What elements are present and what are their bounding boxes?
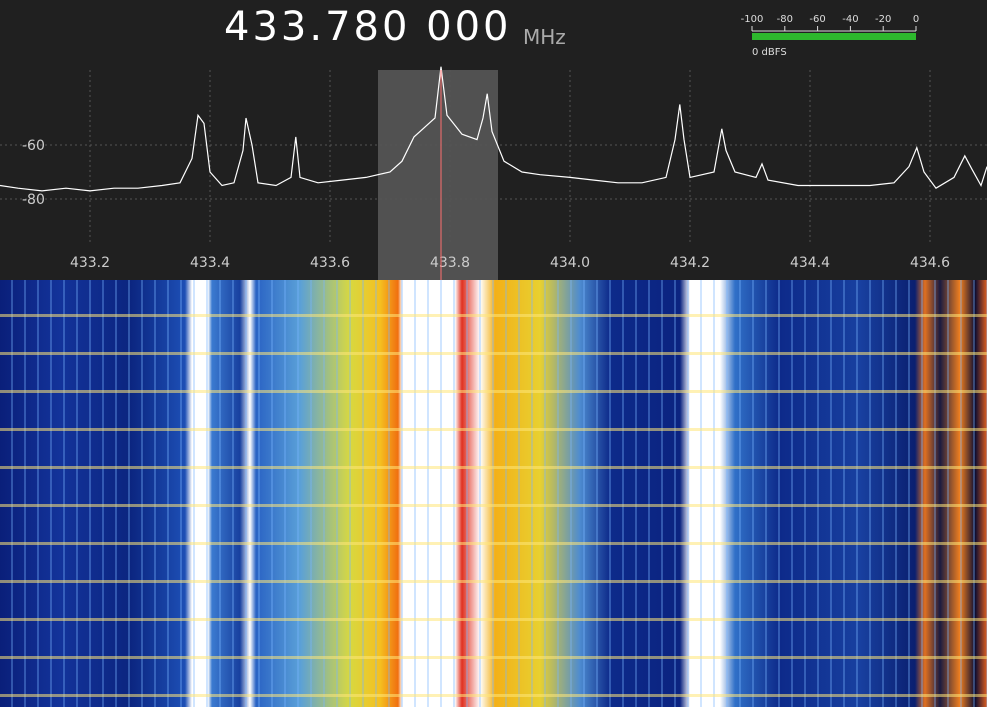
passband [378, 70, 498, 280]
x-tick-label: 434.2 [670, 255, 710, 271]
meter-label: 0 dBFS [752, 47, 787, 58]
meter-tick-label: -40 [842, 14, 858, 25]
y-tick-label: -60 [22, 138, 45, 154]
meter-bar [752, 33, 916, 40]
x-tick-label: 434.0 [550, 255, 590, 271]
frequency-unit: MHz [523, 25, 566, 49]
meter-tick-label: -100 [741, 14, 764, 25]
x-tick-label: 433.8 [430, 255, 470, 271]
spectrum-panel: 433.780 000 MHz 0 dBFS -100 -80 -60 -40 -20 0… [0, 0, 987, 280]
x-tick-label: 433.2 [70, 255, 110, 271]
meter-tick-label: -60 [809, 14, 825, 25]
x-tick-label: 434.6 [910, 255, 950, 271]
waterfall [0, 280, 987, 707]
x-tick-label: 433.4 [190, 255, 230, 271]
x-tick-label: 433.6 [310, 255, 350, 271]
x-tick-label: 434.4 [790, 255, 830, 271]
meter-tick-label: -80 [777, 14, 793, 25]
frequency-value[interactable]: 433.780 000 [224, 4, 511, 50]
meter-tick-label: 0 [913, 14, 919, 25]
meter-tick-label: -20 [875, 14, 891, 25]
app: 433.780 000 MHz 0 dBFS -100 -80 -60 -40 -20 0… [0, 0, 987, 707]
signal-meter: 0 dBFS [752, 31, 916, 58]
y-tick-label: -80 [22, 192, 45, 208]
